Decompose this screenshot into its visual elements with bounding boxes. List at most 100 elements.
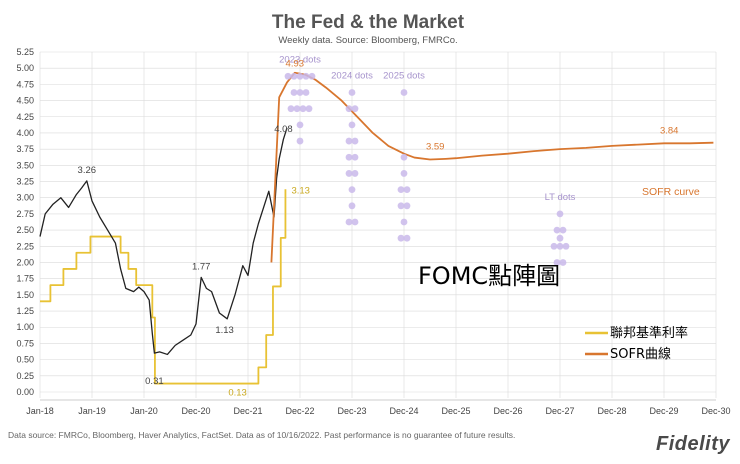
- fomc-dot: [293, 105, 301, 113]
- value-label: 1.13: [215, 325, 234, 336]
- footnote: Data source: FMRCo, Bloomberg, Haver Ana…: [8, 430, 516, 440]
- fomc-dot: [345, 170, 353, 177]
- sofr-curve-line: [270, 71, 714, 263]
- y-tick-label: 3.50: [16, 160, 34, 170]
- dot-plot-label: LT dots: [545, 192, 576, 203]
- x-tick-label: Dec-25: [441, 406, 470, 416]
- y-tick-label: 1.00: [16, 322, 34, 332]
- y-tick-label: 3.00: [16, 193, 34, 203]
- x-tick-label: Dec-26: [493, 406, 522, 416]
- legend-label-fed: 聯邦基準利率: [610, 325, 688, 341]
- x-tick-label: Dec-20: [181, 406, 210, 416]
- value-label: 0.31: [145, 376, 164, 387]
- x-tick-label: Dec-22: [285, 406, 314, 416]
- fomc-dot: [290, 72, 298, 80]
- fomc-dot: [351, 153, 359, 161]
- fomc-dot: [400, 89, 408, 96]
- fomc-dot: [403, 202, 411, 210]
- data-labels: 3.26 1.77 1.13 0.31 0.13 3.13 4.08 4.93 3.59 3.84: [78, 59, 679, 399]
- fomc-dot: [556, 234, 564, 242]
- y-tick-label: 2.75: [16, 209, 34, 219]
- y-tick-label: 2.50: [16, 225, 34, 235]
- sofr-curve-label: SOFR curve: [642, 186, 700, 198]
- fomc-dot: [305, 105, 313, 113]
- y-tick-label: 4.25: [16, 112, 34, 122]
- x-tick-label: Jan-20: [130, 406, 158, 416]
- fomc-dot: [308, 72, 316, 80]
- y-tick-label: 0.50: [16, 355, 34, 365]
- fomc-dot: [403, 234, 411, 242]
- fomc-dot: [550, 242, 558, 250]
- fomc-dot: [296, 121, 304, 129]
- fomc-dot: [397, 202, 405, 210]
- fomc-dot: [345, 218, 353, 226]
- y-tick-label: 4.00: [16, 128, 34, 138]
- axes: 5.25 5.00 4.75 4.50 4.25 4.00 3.75 3.50 3.25 3.00…: [16, 47, 730, 416]
- fomc-dot: [296, 72, 304, 80]
- x-tick-label: Dec-28: [597, 406, 626, 416]
- fomc-dot: [302, 89, 310, 96]
- fomc-dot: [400, 170, 408, 177]
- y-tick-label: 1.75: [16, 274, 34, 284]
- y-tick-label: 0.25: [16, 371, 34, 381]
- y-tick-label: 1.50: [16, 290, 34, 300]
- fomc-dot: [351, 170, 359, 177]
- value-label: 3.26: [78, 165, 97, 176]
- x-tick-label: Dec-29: [649, 406, 678, 416]
- fomc-dot: [556, 210, 564, 218]
- fed-funds-rate-line: [40, 189, 287, 385]
- fomc-dot: [302, 72, 310, 80]
- fomc-dot: [562, 242, 570, 250]
- fomc-dot: [559, 259, 567, 266]
- y-tick-label: 5.25: [16, 47, 34, 57]
- fomc-dot: [559, 226, 567, 234]
- fomc-dot: [556, 242, 564, 250]
- fomc-dot: [299, 105, 307, 113]
- dot-plot-label: 2023 dots: [279, 54, 321, 65]
- fomc-dot: [400, 218, 408, 226]
- dot-plot-label: 2024 dots: [331, 70, 373, 81]
- fomc-dot: [345, 105, 353, 113]
- chart-title: The Fed & the Market: [272, 12, 465, 33]
- value-label: 0.13: [228, 388, 247, 399]
- legend-label-sofr: SOFR曲線: [610, 346, 671, 362]
- fomc-dot: [348, 121, 356, 129]
- value-label: 3.59: [426, 142, 445, 153]
- fomc-title: FOMC點陣圖: [418, 262, 560, 290]
- fomc-dot: [351, 218, 359, 226]
- fomc-dot: [345, 153, 353, 161]
- fomc-dot: [296, 89, 304, 96]
- fomc-dot: [351, 105, 359, 113]
- value-label: 1.77: [192, 261, 211, 272]
- y-tick-label: 0.75: [16, 338, 34, 348]
- fomc-dot: [287, 105, 295, 113]
- y-tick-label: 3.75: [16, 144, 34, 154]
- fomc-dot: [397, 186, 405, 194]
- x-tick-label: Jan-18: [26, 406, 54, 416]
- fomc-dot: [348, 89, 356, 96]
- y-tick-label: 2.00: [16, 257, 34, 267]
- fomc-dot: [296, 137, 304, 145]
- value-label: 4.93: [286, 59, 305, 70]
- fomc-dot: [400, 153, 408, 161]
- fomc-dot: [403, 186, 411, 194]
- gridlines: [39, 51, 717, 398]
- value-label: 3.13: [291, 185, 310, 196]
- y-tick-label: 4.75: [16, 79, 34, 89]
- x-tick-label: Dec-23: [337, 406, 366, 416]
- y-tick-label: 0.00: [16, 387, 34, 397]
- fomc-dot: [348, 186, 356, 194]
- chart-subtitle: Weekly data. Source: Bloomberg, FMRCo.: [278, 35, 457, 46]
- y-tick-label: 5.00: [16, 63, 34, 73]
- dot-plots: 2023 dots 2024 dots 2025 dots LT dots: [279, 54, 576, 266]
- x-tick-label: Dec-21: [233, 406, 262, 416]
- y-tick-label: 2.25: [16, 241, 34, 251]
- x-tick-label: Jan-19: [78, 406, 106, 416]
- market-rate-line: [39, 127, 288, 356]
- y-tick-label: 4.50: [16, 96, 34, 106]
- x-tick-label: Dec-30: [701, 406, 730, 416]
- fomc-dot: [351, 137, 359, 145]
- fomc-dot: [397, 234, 405, 242]
- x-tick-label: Dec-24: [389, 406, 418, 416]
